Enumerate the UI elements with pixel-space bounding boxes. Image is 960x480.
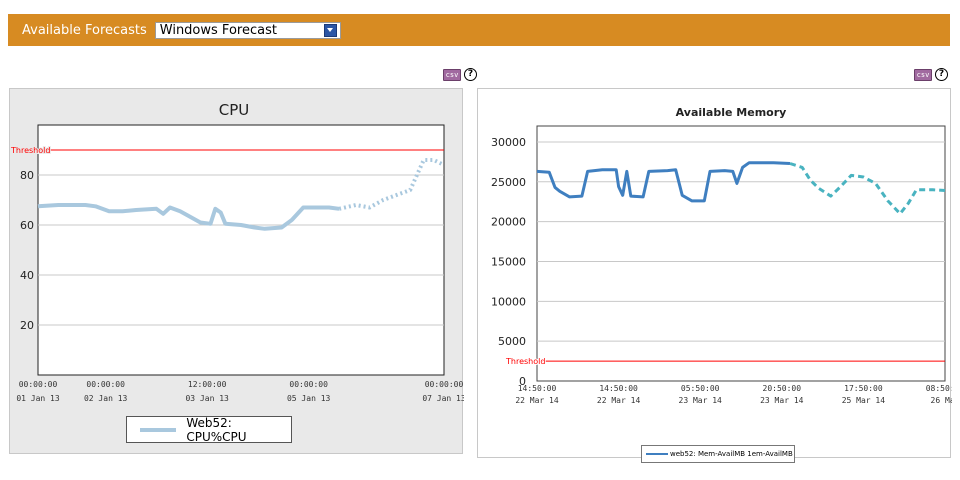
plot-area bbox=[37, 124, 445, 376]
forecast-toolbar: Available Forecasts Windows Forecast bbox=[8, 14, 950, 46]
x-tick-date: 25 Mar 14 bbox=[842, 396, 886, 405]
series-actual-line bbox=[536, 161, 791, 203]
y-tick-label: 5000 bbox=[498, 335, 526, 348]
cpu-legend: Web52: CPU%CPU bbox=[126, 415, 292, 444]
y-tick-label: 40 bbox=[20, 269, 34, 282]
plot-area bbox=[536, 125, 946, 382]
x-tick-date: 03 Jan 13 bbox=[185, 394, 229, 403]
memory-legend-label: web52: Mem-AvailMB 1em-AvailMB bbox=[670, 450, 793, 458]
x-tick-date: 22 Mar 14 bbox=[597, 396, 641, 405]
cpu-legend-label: Web52: CPU%CPU bbox=[186, 415, 247, 444]
available-forecasts-label: Available Forecasts bbox=[22, 22, 147, 38]
x-tick-time: 08:50:00 bbox=[926, 384, 952, 393]
memory-chart: Available Memory 0 5000 10000 15000 20000 2500… bbox=[491, 106, 952, 405]
cpu-legend-swatch bbox=[140, 427, 177, 432]
x-tick-date: 05 Jan 13 bbox=[287, 394, 331, 403]
x-tick-date: 07 Jan 13 bbox=[422, 394, 464, 403]
x-tick-date: 22 Mar 14 bbox=[515, 396, 559, 405]
memory-legend-swatch bbox=[646, 453, 668, 455]
y-tick-label: 0 bbox=[519, 375, 526, 388]
csv-export-icon[interactable]: csv bbox=[914, 68, 932, 81]
x-tick-date: 23 Mar 14 bbox=[679, 396, 723, 405]
x-tick-date: 01 Jan 13 bbox=[16, 394, 60, 403]
chevron-down-icon[interactable] bbox=[323, 23, 337, 37]
memory-chart-panel: Available Memory 0 5000 10000 15000 20000 2500… bbox=[477, 88, 952, 463]
help-icon[interactable]: ? bbox=[935, 68, 948, 81]
x-tick-time: 14:50:00 bbox=[599, 384, 638, 393]
x-tick-time: 00:00:00 bbox=[289, 380, 328, 389]
y-tick-label: 25000 bbox=[491, 176, 526, 189]
y-tick-label: 20 bbox=[20, 319, 34, 332]
memory-legend: web52: Mem-AvailMB 1em-AvailMB bbox=[641, 445, 795, 463]
x-tick-time: 17:50:00 bbox=[844, 384, 883, 393]
cpu-chart: CPU 20 40 60 80 00:00:00 01 Jan 13 00:00:00 02 J… bbox=[10, 101, 464, 403]
memory-chart-tools: csv ? bbox=[914, 68, 948, 81]
cpu-chart-panel: CPU 20 40 60 80 00:00:00 01 Jan 13 00:00:00 02 J… bbox=[9, 88, 464, 454]
series-forecast-line bbox=[338, 158, 445, 211]
y-tick-label: 30000 bbox=[491, 136, 526, 149]
x-tick-time: 00:00:00 bbox=[19, 380, 58, 389]
chart-title: CPU bbox=[219, 101, 250, 119]
x-tick-time: 05:50:00 bbox=[681, 384, 720, 393]
forecast-select[interactable]: Windows Forecast bbox=[154, 21, 341, 39]
y-tick-label: 15000 bbox=[491, 255, 526, 268]
threshold-label: Threshold bbox=[505, 357, 545, 366]
threshold-label: Threshold bbox=[10, 146, 50, 155]
csv-export-icon[interactable]: csv bbox=[443, 68, 461, 81]
forecast-select-value: Windows Forecast bbox=[159, 22, 277, 38]
x-tick-time: 20:50:00 bbox=[763, 384, 802, 393]
y-tick-label: 80 bbox=[20, 169, 34, 182]
y-tick-label: 60 bbox=[20, 219, 34, 232]
cpu-chart-tools: csv ? bbox=[443, 68, 477, 81]
y-tick-label: 10000 bbox=[491, 295, 526, 308]
x-tick-time: 12:00:00 bbox=[188, 380, 227, 389]
x-tick-date: 23 Mar 14 bbox=[760, 396, 804, 405]
series-actual-line bbox=[37, 203, 340, 231]
x-tick-time: 00:00:00 bbox=[86, 380, 125, 389]
x-tick-date: 26 Mar bbox=[931, 396, 952, 405]
x-tick-date: 02 Jan 13 bbox=[84, 394, 128, 403]
chart-title: Available Memory bbox=[676, 106, 787, 119]
x-tick-time: 14:50:00 bbox=[518, 384, 557, 393]
help-icon[interactable]: ? bbox=[464, 68, 477, 81]
series-forecast-line bbox=[789, 162, 946, 216]
x-tick-time: 00:00:00 bbox=[425, 380, 464, 389]
y-tick-label: 20000 bbox=[491, 216, 526, 229]
